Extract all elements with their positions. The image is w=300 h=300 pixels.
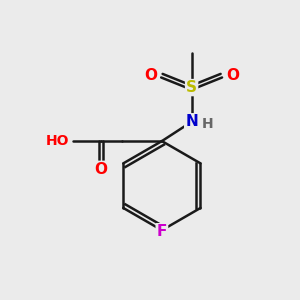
- Text: HO: HO: [46, 134, 70, 148]
- Text: O: O: [94, 162, 107, 177]
- Text: N: N: [185, 114, 198, 129]
- Text: S: S: [186, 80, 197, 95]
- Text: O: O: [226, 68, 239, 83]
- Text: F: F: [157, 224, 167, 239]
- Text: H: H: [201, 117, 213, 131]
- Text: O: O: [144, 68, 158, 83]
